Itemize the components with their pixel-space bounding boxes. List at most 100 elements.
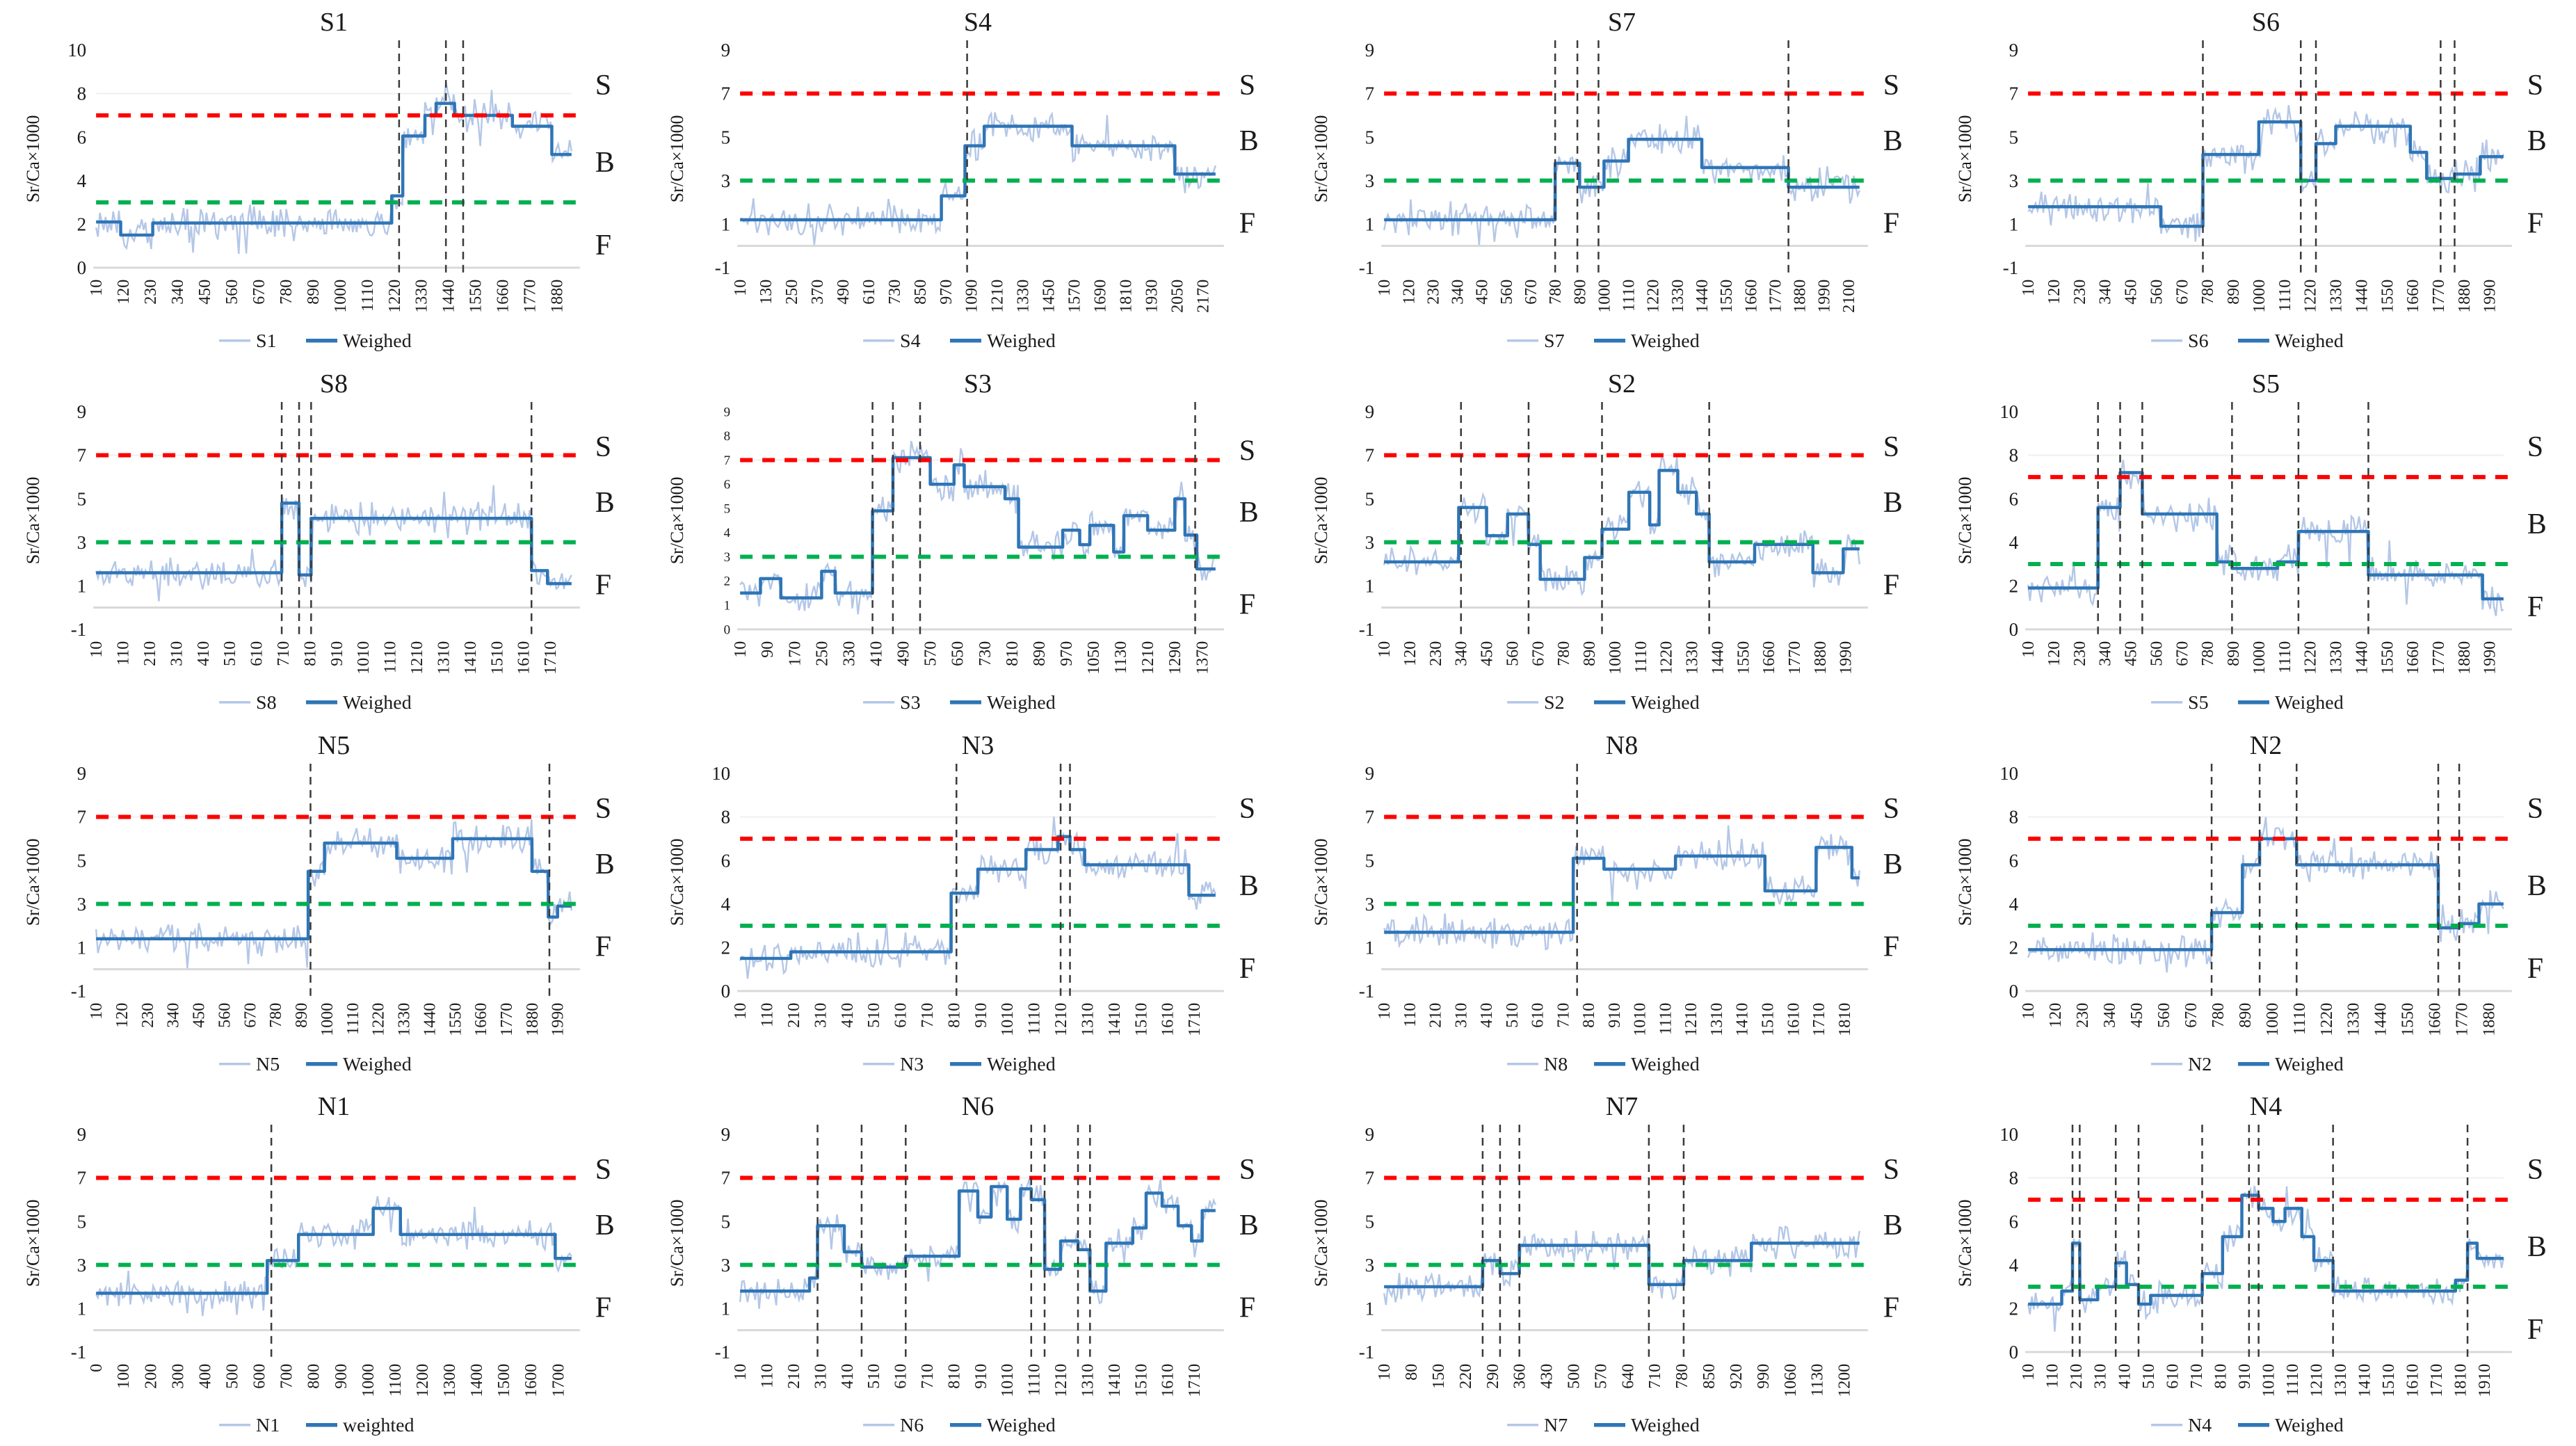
y-tick-label: -1 <box>1359 980 1374 1001</box>
y-tick-label: 4 <box>721 893 731 914</box>
x-tick-label: 1990 <box>1837 641 1855 675</box>
x-tick-label: 1210 <box>1052 1364 1070 1397</box>
zone-label-F: F <box>595 1292 611 1324</box>
x-tick-label: 1660 <box>2404 641 2422 675</box>
raw-series-line <box>739 440 1216 615</box>
x-tick-label: 1110 <box>344 1002 362 1034</box>
zone-label-B: B <box>595 1210 615 1242</box>
chart-title: N4 <box>2250 1092 2282 1121</box>
x-tick-label: 1110 <box>2291 1002 2309 1034</box>
legend-weighed-label: Weighed <box>2275 1415 2344 1436</box>
x-tick-label: 1110 <box>2284 1364 2302 1396</box>
y-tick-label: 1 <box>77 1299 86 1319</box>
weighed-series-line <box>1384 468 1860 581</box>
x-tick-label: 2100 <box>1840 280 1858 313</box>
x-tick-label: 1330 <box>396 1002 414 1036</box>
chart-S2: S2 -1 1 3 5 7 9 Sr/Ca×1000 10 120 230 340 450 560 670 7… <box>1311 369 1903 714</box>
y-tick-label: 9 <box>1365 763 1374 784</box>
x-tick-label: 1330 <box>2328 280 2346 313</box>
zone-label-F: F <box>595 230 611 262</box>
y-tick-label: 1 <box>1365 575 1374 596</box>
x-tick-label: 670 <box>2182 1002 2200 1027</box>
chart-title: N5 <box>318 730 350 760</box>
chart-title: N3 <box>962 730 994 760</box>
x-tick-label: 230 <box>2071 280 2089 305</box>
y-tick-label: 7 <box>1365 806 1374 827</box>
zone-label-B: B <box>1239 125 1259 157</box>
x-tick-label: 850 <box>1700 1364 1718 1389</box>
weighed-series-line <box>96 102 572 237</box>
x-tick-label: 1710 <box>1810 1002 1828 1036</box>
x-tick-label: 780 <box>2199 641 2217 666</box>
weighed-series-line <box>96 1207 572 1295</box>
y-tick-label: 3 <box>2009 170 2018 191</box>
chart-cell-S3: S3 0 1 2 3 4 5 6 7 8 9 Sr/Ca×1000 10 90 170 250 330 410 49… <box>644 362 1288 723</box>
x-tick-label: 910 <box>972 1364 990 1389</box>
zone-label-F: F <box>1883 1292 1899 1324</box>
x-tick-label: 1710 <box>1186 1364 1204 1397</box>
x-tick-label: 890 <box>2237 1002 2255 1027</box>
y-tick-label: -1 <box>715 1342 730 1363</box>
y-tick-label: 9 <box>1365 401 1374 422</box>
x-tick-label: 1410 <box>2356 1364 2374 1397</box>
legend-raw-label: N4 <box>2188 1415 2212 1436</box>
x-tick-label: 360 <box>1511 1364 1529 1389</box>
x-tick-label: 510 <box>1504 1002 1522 1027</box>
x-tick-label: 1440 <box>2353 280 2371 313</box>
x-tick-label: 1770 <box>2430 280 2448 313</box>
x-tick-label: 1550 <box>2399 1002 2417 1036</box>
y-tick-label: 7 <box>1365 444 1374 465</box>
legend-raw-label: S6 <box>2188 330 2209 352</box>
x-tick-label: 340 <box>2097 280 2115 305</box>
x-tick-label: 10 <box>88 641 106 658</box>
x-tick-label: 450 <box>2123 641 2141 666</box>
y-tick-label: 8 <box>721 806 730 827</box>
x-tick-label: 210 <box>785 1364 803 1389</box>
x-tick-label: 410 <box>195 641 213 666</box>
y-tick-label: 9 <box>77 763 86 784</box>
x-tick-label: 1370 <box>1193 641 1211 675</box>
x-tick-label: 1510 <box>2380 1364 2398 1397</box>
x-tick-label: 610 <box>2164 1364 2182 1389</box>
zone-label-S: S <box>595 70 611 102</box>
y-tick-label: 6 <box>2009 488 2018 509</box>
y-tick-label: 8 <box>724 429 731 444</box>
x-tick-label: 1660 <box>2426 1002 2445 1036</box>
x-tick-label: 670 <box>1522 280 1540 305</box>
x-tick-label: 1010 <box>2260 1364 2278 1397</box>
x-tick-label: 700 <box>278 1364 296 1389</box>
legend-weighed-label: Weighed <box>2275 1053 2344 1075</box>
zone-label-S: S <box>595 793 611 825</box>
zone-label-B: B <box>1239 1210 1259 1242</box>
x-tick-label: 1610 <box>1159 1002 1177 1036</box>
legend-raw-label: S2 <box>1544 692 1565 714</box>
zone-label-B: B <box>1239 497 1259 529</box>
raw-series-line <box>2027 817 2504 972</box>
y-tick-label: 9 <box>721 40 730 61</box>
x-tick-label: 1310 <box>1079 1002 1097 1036</box>
y-tick-label: -1 <box>715 257 730 278</box>
y-axis-label: Sr/Ca×1000 <box>1311 838 1331 926</box>
x-tick-label: 1990 <box>1816 280 1834 313</box>
legend-weighed-label: Weighed <box>1631 1053 1700 1075</box>
zone-label-B: B <box>2527 870 2547 902</box>
x-tick-label: 410 <box>867 641 885 666</box>
x-tick-label: 710 <box>919 1364 937 1389</box>
y-tick-label: 5 <box>77 1212 86 1232</box>
legend-weighed-label: Weighed <box>343 1053 412 1075</box>
x-tick-label: 1660 <box>2404 280 2422 313</box>
x-tick-label: 410 <box>2116 1364 2134 1389</box>
x-tick-label: 1690 <box>1092 280 1110 313</box>
zone-label-B: B <box>1883 1210 1903 1242</box>
x-tick-label: 1880 <box>1812 641 1830 675</box>
x-tick-label: 780 <box>1673 1364 1691 1389</box>
x-tick-label: 230 <box>2074 1002 2092 1027</box>
chart-title: S6 <box>2252 8 2280 37</box>
chart-cell-S6: S6 -1 1 3 5 7 9 Sr/Ca×1000 10 120 230 340 450 560 670 7… <box>1932 0 2576 362</box>
x-tick-label: 1010 <box>999 1002 1017 1036</box>
raw-series-line <box>1383 825 1861 951</box>
y-tick-label: 4 <box>2009 1255 2019 1276</box>
y-tick-label: 3 <box>77 1255 86 1276</box>
x-tick-label: 450 <box>2123 280 2141 305</box>
